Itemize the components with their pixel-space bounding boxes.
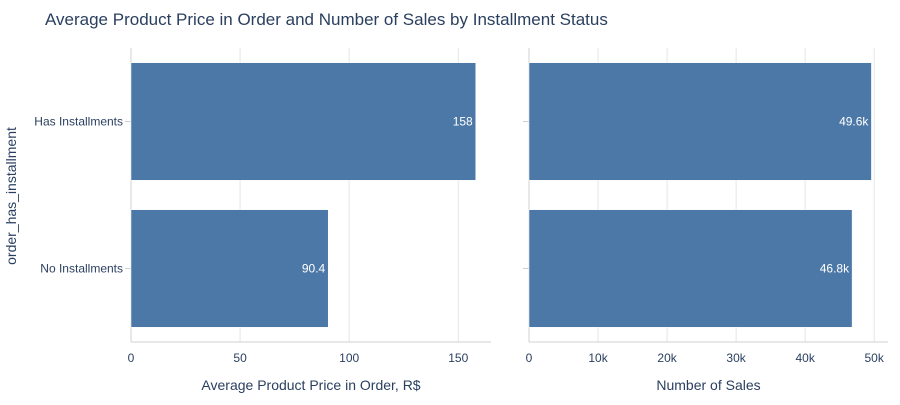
- panel-2: 0 10k 20k 30k 40k 50k 49.6k 46.8k Number of Sale…: [523, 48, 888, 393]
- y-axis-title: order_has_installment: [3, 127, 19, 265]
- y-tick-label: No Installments: [40, 262, 123, 276]
- x-tick-label: 150: [448, 351, 468, 365]
- x-axis-title: Average Product Price in Order, R$: [201, 377, 420, 393]
- y-tick-label: Has Installments: [34, 115, 123, 129]
- x-tick-label: 100: [339, 351, 359, 365]
- data-label: 49.6k: [839, 115, 869, 129]
- bar-2-2: [528, 209, 853, 328]
- x-tick-label: 40k: [795, 351, 815, 365]
- data-label: 46.8k: [820, 262, 850, 276]
- panel-1: 0 50 100 150 158 Has Installments 90.4 No Insta…: [34, 48, 491, 393]
- x-axis-title: Number of Sales: [656, 377, 760, 393]
- x-tick-label: 0: [128, 351, 135, 365]
- x-tick-label: 20k: [657, 351, 677, 365]
- x-tick-label: 50: [233, 351, 247, 365]
- bar-1-2: [130, 209, 329, 328]
- bar-1-1: [130, 62, 476, 181]
- x-tick-label: 50k: [865, 351, 885, 365]
- chart-title: Average Product Price in Order and Numbe…: [45, 10, 608, 29]
- x-tick-label: 0: [526, 351, 533, 365]
- x-tick-label: 30k: [726, 351, 746, 365]
- x-tick-label: 10k: [588, 351, 608, 365]
- data-label: 158: [453, 115, 473, 129]
- data-label: 90.4: [302, 262, 326, 276]
- bar-2-1: [528, 62, 872, 181]
